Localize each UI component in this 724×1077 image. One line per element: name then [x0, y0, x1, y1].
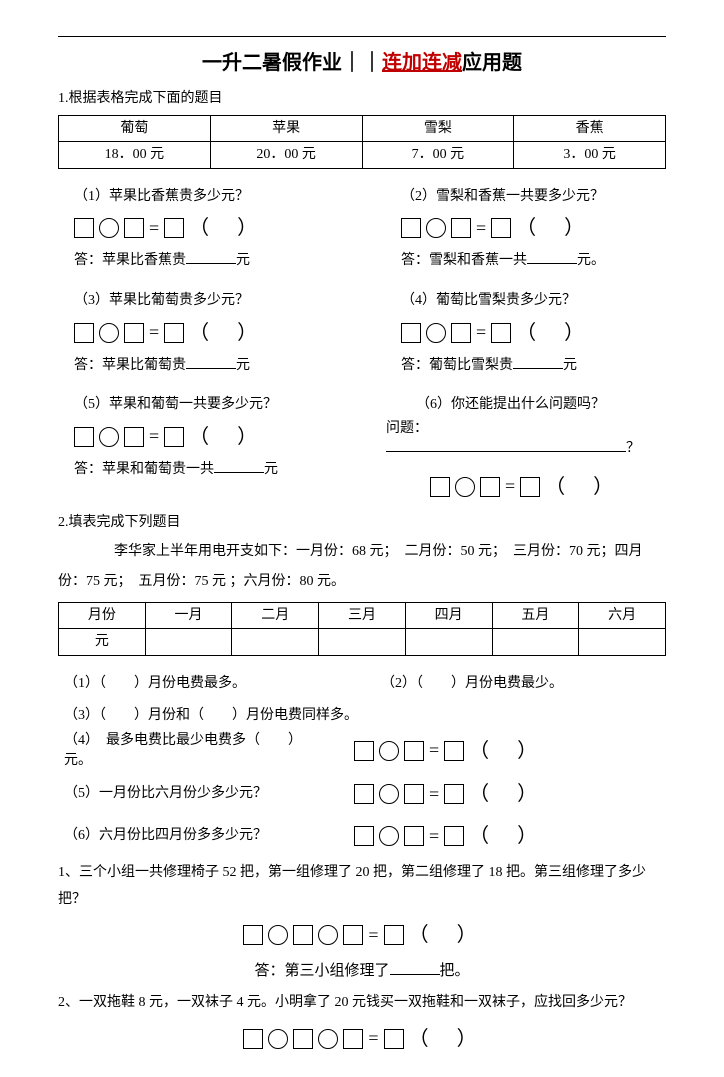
q2: （2）雪梨和香蕉一共要多少元？ — [385, 187, 666, 207]
equation-template[interactable]: =（ ） — [338, 822, 541, 850]
title-post: 应用题 — [462, 52, 522, 74]
price-table: 葡萄 苹果 雪梨 香蕉 18．00 元 20．00 元 7．00 元 3．00 … — [58, 115, 666, 169]
s2q2: （2）（ ）月份电费最少。 — [365, 674, 666, 694]
th: 六月 — [579, 602, 666, 629]
equation-template[interactable]: =（ ） — [58, 214, 261, 242]
td[interactable] — [319, 629, 406, 656]
td[interactable] — [145, 629, 232, 656]
td: 18．00 元 — [59, 142, 211, 169]
equation-template[interactable]: =（ ） — [58, 423, 261, 451]
title-pre: 一升二暑假作业｜｜ — [202, 52, 382, 74]
th: 二月 — [232, 602, 319, 629]
a3: 答：苹果比葡萄贵元 — [58, 355, 339, 376]
th: 香蕉 — [514, 115, 666, 142]
table-row: 葡萄 苹果 雪梨 香蕉 — [59, 115, 666, 142]
s2q4: （4） 最多电费比最少电费多（ ）元。 — [58, 731, 318, 770]
equation-template[interactable]: =（ ） — [58, 319, 261, 347]
table-row: 月份 一月 二月 三月 四月 五月 六月 — [59, 602, 666, 629]
td[interactable] — [405, 629, 492, 656]
th: 五月 — [492, 602, 579, 629]
s2q1: （1）（ ）月份电费最多。 — [58, 674, 349, 694]
td: 3．00 元 — [514, 142, 666, 169]
a1: 答：苹果比香蕉贵元 — [58, 250, 339, 271]
month-table: 月份 一月 二月 三月 四月 五月 六月 元 — [58, 602, 666, 656]
q5: （5）苹果和葡萄一共要多少元？ — [58, 395, 354, 415]
equation-template[interactable]: =（ ） — [338, 737, 541, 765]
td: 元 — [59, 629, 146, 656]
equation-template-long[interactable]: =（ ） — [58, 1025, 666, 1053]
td: 20．00 元 — [210, 142, 362, 169]
title-underlined: 连加连减 — [382, 52, 462, 74]
table-row: 元 — [59, 629, 666, 656]
sec1-heading: 1.根据表格完成下面的题目 — [58, 89, 666, 109]
td[interactable] — [579, 629, 666, 656]
prob1-text: 1、三个小组一共修理椅子 52 把，第一组修理了 20 把，第二组修理了 18 … — [58, 860, 666, 913]
q1: （1）苹果比香蕉贵多少元？ — [58, 187, 339, 207]
page-title: 一升二暑假作业｜｜连加连减应用题 — [58, 49, 666, 77]
th: 三月 — [319, 602, 406, 629]
s2q3: （3）（ ）月份和（ ）月份电费同样多。 — [58, 706, 666, 726]
equation-template[interactable]: =（ ） — [338, 780, 541, 808]
a5: 答：苹果和葡萄贵一共元 — [58, 459, 354, 480]
th: 葡萄 — [59, 115, 211, 142]
sec2-intro2: 份：75 元； 五月份：75 元 ；六月份：80 元。 — [58, 569, 666, 596]
th: 四月 — [405, 602, 492, 629]
s2q5: （5）一月份比六月份少多少元？ — [58, 784, 318, 804]
prob1-answer: 答：第三小组修理了把。 — [58, 961, 666, 982]
th: 雪梨 — [362, 115, 514, 142]
th: 苹果 — [210, 115, 362, 142]
equation-template[interactable]: =（ ） — [370, 473, 617, 501]
problem-line[interactable]: 问题：？ — [370, 419, 666, 459]
a4: 答：葡萄比雪梨贵元 — [385, 355, 666, 376]
sec2-heading: 2.填表完成下列题目 — [58, 513, 666, 533]
th: 一月 — [145, 602, 232, 629]
equation-template-long[interactable]: =（ ） — [58, 921, 666, 949]
a2: 答：雪梨和香蕉一共元。 — [385, 250, 666, 271]
table-row: 18．00 元 20．00 元 7．00 元 3．00 元 — [59, 142, 666, 169]
equation-template[interactable]: =（ ） — [385, 214, 588, 242]
td[interactable] — [492, 629, 579, 656]
q6: （6）你还能提出什么问题吗？ — [370, 395, 666, 415]
top-rule — [58, 36, 666, 37]
th: 月份 — [59, 602, 146, 629]
q3: （3）苹果比葡萄贵多少元？ — [58, 291, 339, 311]
q4: （4）葡萄比雪梨贵多少元？ — [385, 291, 666, 311]
prob2-text: 2、一双拖鞋 8 元，一双袜子 4 元。小明拿了 20 元钱买一双拖鞋和一双袜子… — [58, 990, 666, 1017]
equation-template[interactable]: =（ ） — [385, 319, 588, 347]
sec2-intro1: 李华家上半年用电开支如下：一月份：68 元； 二月份：50 元； 三月份：70 … — [58, 539, 666, 566]
td[interactable] — [232, 629, 319, 656]
td: 7．00 元 — [362, 142, 514, 169]
s2q6: （6）六月份比四月份多多少元？ — [58, 826, 318, 846]
